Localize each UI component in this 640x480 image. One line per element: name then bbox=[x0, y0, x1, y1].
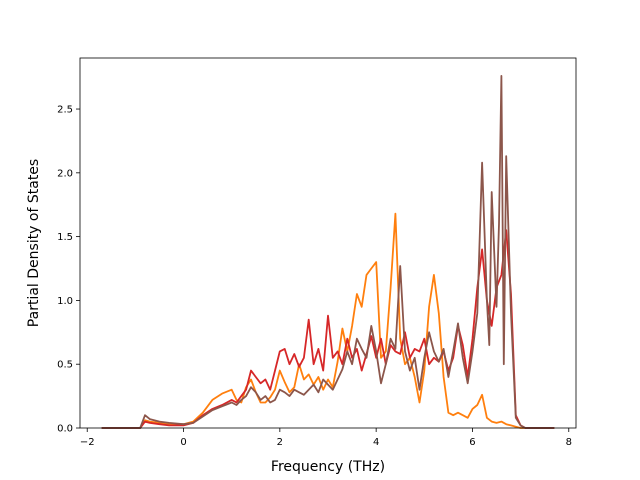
series-line-2 bbox=[101, 229, 555, 429]
y-tick-label: 2.0 bbox=[57, 168, 73, 179]
y-axis-label: Partial Density of States bbox=[26, 159, 42, 327]
y-tick-label: 0.0 bbox=[57, 424, 73, 435]
y-tick-label: 0.5 bbox=[57, 360, 73, 371]
axes-frame bbox=[79, 57, 577, 429]
y-tick-label: 1.5 bbox=[57, 232, 73, 243]
plot-lines bbox=[101, 75, 555, 429]
x-axis-label: Frequency (THz) bbox=[271, 459, 385, 475]
series-line-3 bbox=[101, 75, 555, 429]
x-tick-label: 0 bbox=[180, 437, 186, 448]
y-tick-label: 1.0 bbox=[57, 296, 73, 307]
y-tick-label: 2.5 bbox=[57, 105, 73, 116]
x-tick-label: 6 bbox=[469, 437, 475, 448]
x-tick-label: 4 bbox=[373, 437, 379, 448]
x-tick-label: 2 bbox=[277, 437, 283, 448]
x-tick-label: 8 bbox=[566, 437, 572, 448]
y-axis-ticks: 0.0 0.5 1.0 1.5 2.0 2.5 bbox=[57, 105, 80, 435]
x-axis-ticks: −2 0 2 4 6 8 bbox=[80, 428, 572, 448]
x-tick-label: −2 bbox=[80, 437, 95, 448]
